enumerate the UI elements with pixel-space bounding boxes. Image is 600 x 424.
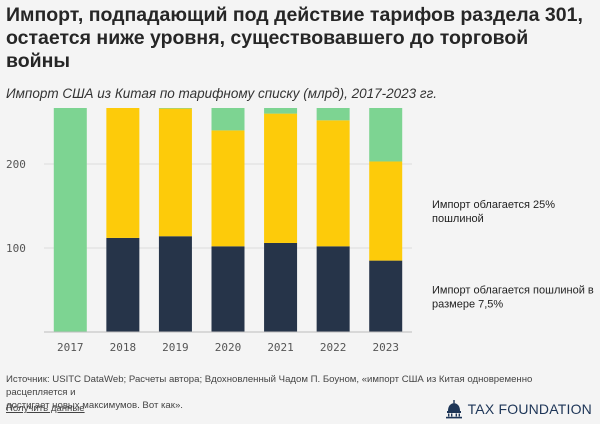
bar-segment-2020-series-1 (211, 130, 245, 247)
bar-segment-2021-series-1 (264, 113, 298, 243)
x-tick-label: 2021 (267, 341, 294, 354)
bar-segment-2020-series-0 (211, 246, 245, 332)
source-line-1: Источник: USITC DataWeb; Расчеты автора;… (6, 374, 533, 398)
tax-foundation-logo: TAX FOUNDATION (444, 399, 592, 419)
bar-segment-2021-series-0 (264, 242, 298, 332)
legend-label-1-line-2: пошлиной (432, 213, 484, 225)
legend-label-2-line-1: Импорт облагается пошлиной в (432, 284, 594, 296)
bar-segment-2022-series-2 (316, 108, 350, 121)
source-note: Источник: USITC DataWeb; Расчеты автора;… (6, 373, 586, 412)
bar-segment-2021-series-2 (264, 108, 298, 114)
bar-segment-2023-series-2 (369, 108, 403, 162)
bar-segment-2017-series-2 (53, 108, 87, 333)
x-tick-label: 2020 (215, 341, 242, 354)
bar-segment-2019-series-1 (158, 108, 192, 237)
legend-label-1-line-1: Импорт облагается 25% (432, 199, 555, 211)
x-tick-label: 2017 (57, 341, 84, 354)
logo-text: TAX FOUNDATION (467, 401, 592, 417)
y-tick-label: 100 (6, 242, 26, 255)
chart-subtitle: Импорт США из Китая по тарифному списку … (6, 86, 437, 101)
x-tick-label: 2019 (162, 341, 189, 354)
bar-segment-2018-series-0 (106, 237, 140, 332)
bar-segment-2023-series-1 (369, 161, 403, 261)
get-data-link[interactable]: Получить данные (6, 403, 85, 414)
stacked-bar-chart: $500400300200100201720182019202020212022… (6, 108, 594, 354)
x-tick-label: 2018 (110, 341, 137, 354)
legend-label-2-line-2: размере 7,5% (432, 298, 503, 310)
source-line-2: достигает новых максимумов. Вот как». (6, 400, 183, 411)
bar-segment-2018-series-1 (106, 108, 140, 238)
capitol-dome-icon (445, 400, 462, 419)
bar-segment-2019-series-0 (158, 236, 192, 332)
bar-segment-2023-series-0 (369, 260, 403, 332)
y-tick-label: 200 (6, 158, 26, 171)
bar-segment-2022-series-0 (316, 246, 350, 332)
x-tick-label: 2023 (372, 341, 399, 354)
bar-segment-2019-series-2 (158, 108, 192, 109)
bar-segment-2022-series-1 (316, 120, 350, 247)
x-tick-label: 2022 (320, 341, 347, 354)
bar-segment-2020-series-2 (211, 108, 245, 131)
chart-title: Импорт, подпадающий под действие тарифов… (6, 4, 583, 72)
